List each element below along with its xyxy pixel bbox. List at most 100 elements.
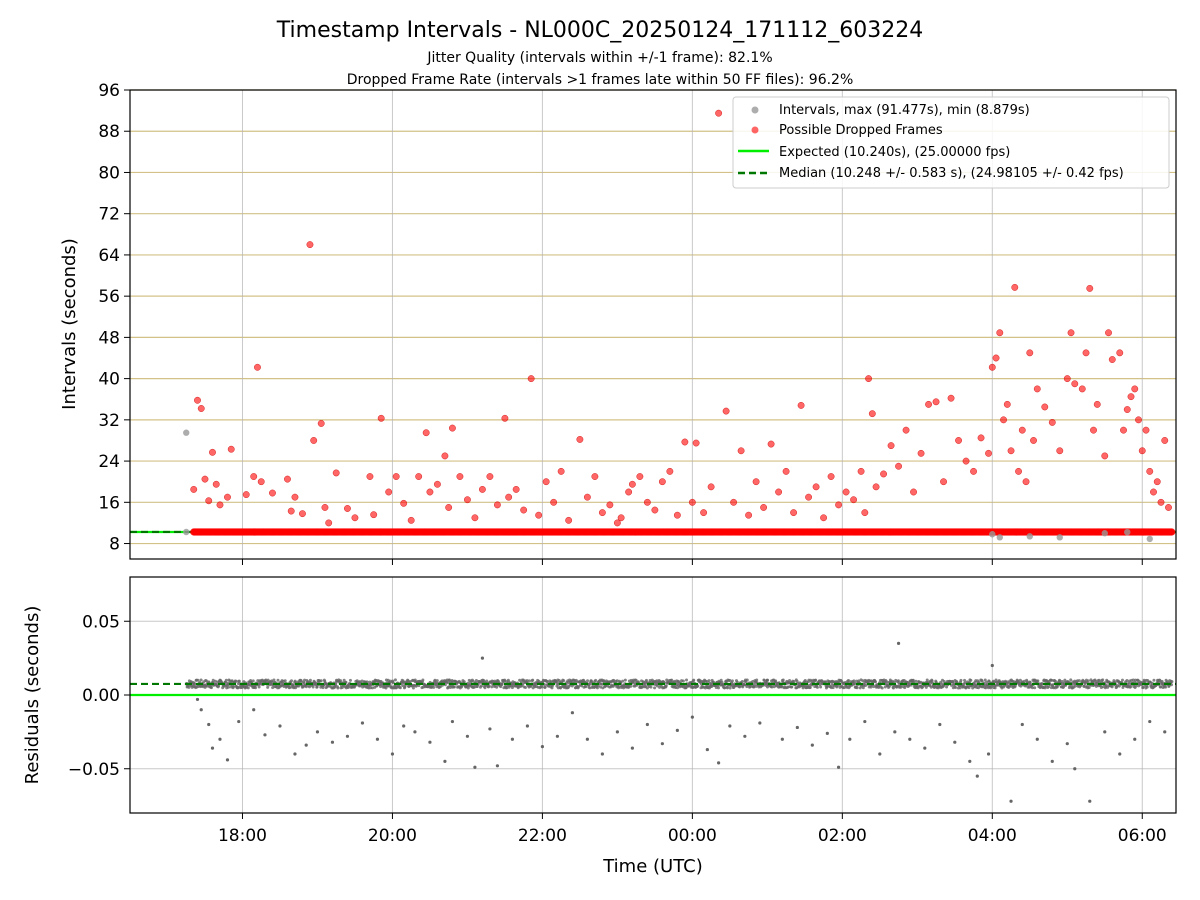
residual-point [953, 740, 957, 744]
residuals-reference-lines [130, 682, 1176, 697]
x-axis-label: Time (UTC) [602, 856, 703, 877]
residual-point [728, 678, 732, 682]
dropped-frame-point [643, 498, 651, 506]
residual-point [980, 679, 984, 683]
residual-point [891, 686, 895, 690]
intervals-panel: 8 16 24 32 40 48 56 64 72 80 88 96 Intervals (secon… [59, 81, 1177, 565]
residual-point [1101, 678, 1105, 682]
residual-point [1150, 681, 1154, 685]
dropped-frame-point [583, 493, 591, 501]
residual-point [660, 742, 664, 746]
dropped-frame-point [415, 473, 423, 480]
residual-point [1050, 759, 1054, 763]
legend-dropped-label: Possible Dropped Frames [779, 123, 943, 138]
residual-point [480, 656, 485, 660]
dropped-frame-point [190, 486, 198, 493]
residual-point [293, 679, 297, 683]
dropped-frame-point [377, 414, 385, 422]
residual-point [723, 686, 727, 690]
residual-point [521, 682, 525, 686]
residual-point [360, 721, 365, 725]
dropped-frame-point [737, 447, 745, 455]
residual-point [893, 730, 897, 734]
residual-point [488, 727, 492, 731]
dropped-frame-point [205, 497, 213, 505]
residual-point [518, 678, 522, 682]
dropped-frame-point [1116, 349, 1124, 357]
residuals-x-tick-label: 04:00 [968, 826, 1017, 846]
residual-point [543, 685, 547, 689]
residual-point [857, 679, 861, 683]
dropped-frame-point [782, 467, 790, 475]
dropped-frame-point [449, 424, 456, 432]
residual-point [1104, 683, 1108, 687]
dropped-frame-point [872, 483, 880, 491]
residual-point [401, 684, 405, 688]
residual-point [853, 681, 857, 685]
residual-point [1077, 679, 1081, 683]
residual-point [986, 752, 991, 756]
residual-point [290, 679, 294, 683]
dropped-frame-point [332, 469, 340, 477]
residual-point [781, 678, 785, 682]
residual-point [873, 680, 877, 684]
residual-point [1019, 684, 1023, 688]
dropped-frame-point [494, 501, 501, 509]
residual-point [588, 686, 592, 690]
dropped-frame-point [715, 109, 723, 117]
residuals-x-tick-label: 20:00 [368, 826, 417, 846]
residual-point [266, 685, 270, 689]
residual-point [954, 686, 958, 690]
residual-point [402, 724, 406, 728]
residual-point [510, 737, 515, 741]
dropped-frame-point [752, 478, 760, 486]
dropped-frame-point [407, 516, 415, 524]
figure-subtitle-jitter: Jitter Quality (intervals within +/-1 fr… [426, 50, 772, 66]
dropped-frame-point [1161, 437, 1169, 444]
intervals-points [183, 109, 1176, 543]
dropped-frame-point [317, 420, 325, 427]
dropped-frame-point [1101, 452, 1109, 460]
intervals-y-tick-label: 24 [98, 452, 120, 472]
dropped-frame-point [1150, 488, 1157, 496]
dropped-frame-point [730, 498, 738, 506]
dropped-frame-point [576, 436, 584, 443]
residual-point [246, 686, 250, 690]
dropped-frame-point [520, 506, 528, 514]
residuals-x-tick-label: 06:00 [1118, 826, 1167, 846]
residual-point [525, 679, 529, 683]
residual-point [390, 752, 395, 756]
residual-point [263, 733, 267, 737]
residual-point [211, 678, 215, 682]
legend-dropped-marker [751, 126, 759, 134]
residual-point [365, 680, 369, 684]
residual-point [562, 679, 566, 683]
dropped-frame-point [707, 483, 715, 491]
residual-point [1117, 684, 1121, 688]
intervals-y-tick-label: 40 [98, 370, 120, 390]
residual-point [716, 686, 720, 690]
dropped-frame-point [805, 493, 812, 501]
residual-point [204, 679, 208, 683]
dropped-frame-point [527, 375, 535, 383]
dropped-frame-point [760, 504, 767, 511]
residual-point [1133, 737, 1137, 741]
residual-point [586, 679, 590, 683]
dropped-frame-point [1146, 467, 1154, 475]
intervals-y-tick-label: 96 [98, 81, 120, 101]
dropped-frame-point [464, 496, 471, 504]
dropped-frame-point [932, 398, 940, 406]
dropped-frame-point [291, 493, 299, 501]
legend-intervals-label: Intervals, max (91.477s), min (8.879s) [779, 103, 1030, 118]
dropped-frame-point [344, 505, 351, 512]
dropped-frame-point [988, 363, 996, 371]
residual-point [495, 685, 499, 689]
dropped-frame-point [557, 467, 565, 475]
residual-point [990, 663, 994, 668]
dropped-frame-point [565, 516, 573, 524]
residual-point [923, 746, 927, 750]
dropped-frame-point [1015, 467, 1022, 475]
dropped-frame-point [1157, 498, 1165, 506]
residual-point [531, 678, 535, 682]
